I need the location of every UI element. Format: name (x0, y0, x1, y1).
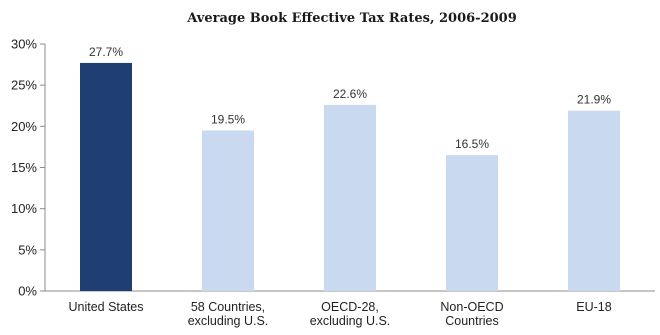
x-tick-label: excluding U.S. (188, 314, 269, 328)
x-tick-label: United States (68, 300, 143, 314)
x-tick-label: Countries (445, 314, 499, 328)
y-tick-label: 25% (11, 78, 37, 93)
x-tick-label: OECD-28, (321, 300, 379, 314)
chart-title: Average Book Effective Tax Rates, 2006-2… (186, 11, 517, 26)
data-label: 21.9% (577, 93, 611, 107)
y-tick-label: 30% (11, 37, 37, 52)
data-labels-group: 27.7% 19.5% 22.6% 16.5% 21.9% (89, 45, 611, 151)
data-label: 16.5% (455, 137, 489, 151)
x-tick-label: Non-OECD (440, 300, 503, 314)
y-tick-label: 5% (18, 242, 37, 257)
bars-group (80, 62, 620, 291)
bar (568, 110, 620, 291)
y-axis: 0% 5% 10% 15% 20% 25% 30% (11, 37, 46, 299)
y-tick-label: 0% (18, 284, 37, 299)
x-axis: United States 58 Countries,excluding U.S.… (45, 290, 655, 328)
x-tick-label: excluding U.S. (310, 314, 391, 328)
data-label: 22.6% (333, 87, 367, 101)
x-tick-label: 58 Countries, (191, 300, 265, 314)
y-tick-label: 20% (11, 119, 37, 134)
x-tick-label: EU-18 (576, 300, 611, 314)
y-tick-label: 10% (11, 201, 37, 216)
bar (324, 104, 376, 291)
data-label: 27.7% (89, 45, 123, 59)
bar (202, 130, 254, 291)
bar (446, 155, 498, 291)
bar (80, 62, 132, 291)
data-label: 19.5% (211, 112, 245, 126)
y-tick-label: 15% (11, 160, 37, 175)
